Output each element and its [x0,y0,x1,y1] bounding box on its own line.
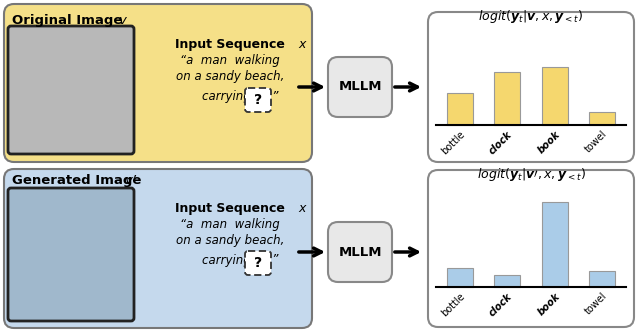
FancyBboxPatch shape [8,188,134,321]
FancyBboxPatch shape [245,251,271,275]
FancyBboxPatch shape [328,57,392,117]
FancyBboxPatch shape [4,169,312,328]
Bar [589,271,615,287]
Text: x: x [298,202,305,215]
Text: towel: towel [584,291,609,317]
FancyBboxPatch shape [4,4,312,162]
Text: MLLM: MLLM [339,245,381,259]
Text: Original Image: Original Image [12,14,122,27]
Text: bottle: bottle [440,291,467,318]
Text: x: x [298,38,305,51]
Bar [494,72,520,125]
Bar [447,268,473,287]
Text: v: v [118,14,126,27]
Text: bottle: bottle [440,129,467,156]
FancyBboxPatch shape [328,222,392,282]
FancyBboxPatch shape [245,88,271,112]
Text: carrying a: carrying a [202,90,262,103]
Text: carrying a: carrying a [202,254,262,267]
Text: ?: ? [254,93,262,107]
FancyBboxPatch shape [428,170,634,327]
Bar [541,202,568,287]
Text: Input Sequence: Input Sequence [175,202,285,215]
Text: “a  man  walking: “a man walking [180,54,280,67]
Text: MLLM: MLLM [339,80,381,94]
Text: v’: v’ [124,174,136,187]
Text: book: book [536,291,562,317]
Text: towel: towel [584,129,609,155]
Text: Generated Image: Generated Image [12,174,141,187]
Bar [541,67,568,125]
Bar [447,93,473,125]
Text: clock: clock [488,129,515,156]
FancyBboxPatch shape [428,12,634,162]
Bar [589,112,615,125]
Text: book: book [536,129,562,155]
Text: Input Sequence: Input Sequence [175,38,285,51]
Text: $logit(\boldsymbol{y}_t|\boldsymbol{v}, x, \boldsymbol{y}_{<t})$: $logit(\boldsymbol{y}_t|\boldsymbol{v}, … [478,8,584,25]
Bar [494,275,520,287]
Text: $logit(\boldsymbol{y}_t|\boldsymbol{v}\prime, x, \boldsymbol{y}_{<t})$: $logit(\boldsymbol{y}_t|\boldsymbol{v}\p… [477,166,586,183]
Text: ?: ? [254,256,262,270]
Text: “a  man  walking: “a man walking [180,218,280,231]
Text: ”: ” [271,253,278,266]
Text: on a sandy beach,: on a sandy beach, [176,234,284,247]
FancyBboxPatch shape [8,26,134,154]
Text: on a sandy beach,: on a sandy beach, [176,70,284,83]
Text: ”: ” [271,90,278,103]
Text: clock: clock [488,291,515,318]
